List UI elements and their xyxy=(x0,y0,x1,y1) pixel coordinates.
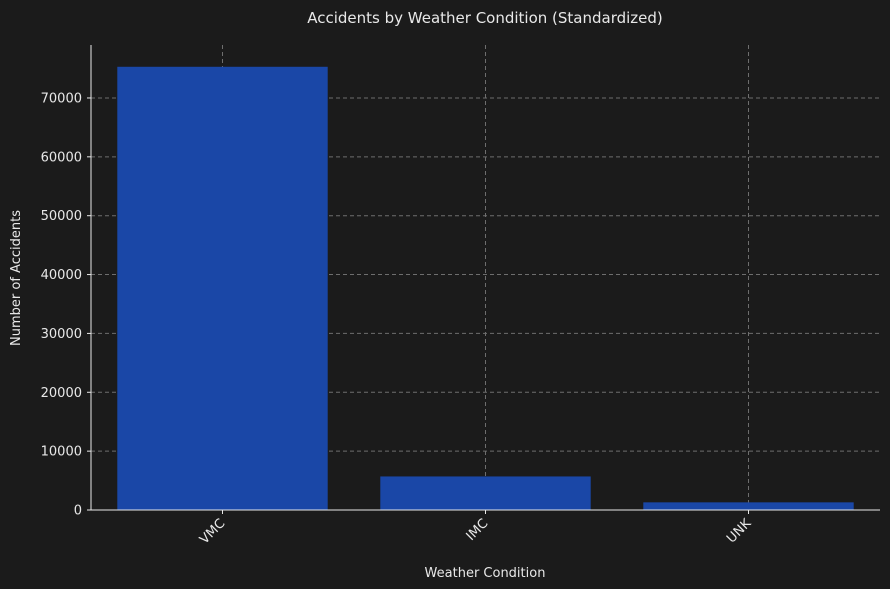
x-tick-label: IMC xyxy=(464,516,492,544)
y-tick-label: 40000 xyxy=(41,268,82,283)
y-tick-label: 50000 xyxy=(41,209,82,224)
x-tick-label: VMC xyxy=(197,516,228,547)
y-tick-label: 70000 xyxy=(41,91,82,106)
y-tick-label: 60000 xyxy=(41,150,82,165)
y-tick-label: 20000 xyxy=(41,386,82,401)
bar-unk xyxy=(643,502,854,510)
x-tick-label: UNK xyxy=(724,516,755,547)
y-axis-label: Number of Accidents xyxy=(9,210,24,346)
bar-imc xyxy=(380,476,591,510)
y-tick-label: 0 xyxy=(74,504,82,519)
bars xyxy=(117,66,854,511)
y-tick-label: 10000 xyxy=(41,445,82,460)
x-axis-label: Weather Condition xyxy=(425,566,546,581)
y-tick-label: 30000 xyxy=(41,327,82,342)
bar-vmc xyxy=(117,66,328,511)
axes xyxy=(87,45,880,514)
chart-title: Accidents by Weather Condition (Standard… xyxy=(307,9,663,27)
